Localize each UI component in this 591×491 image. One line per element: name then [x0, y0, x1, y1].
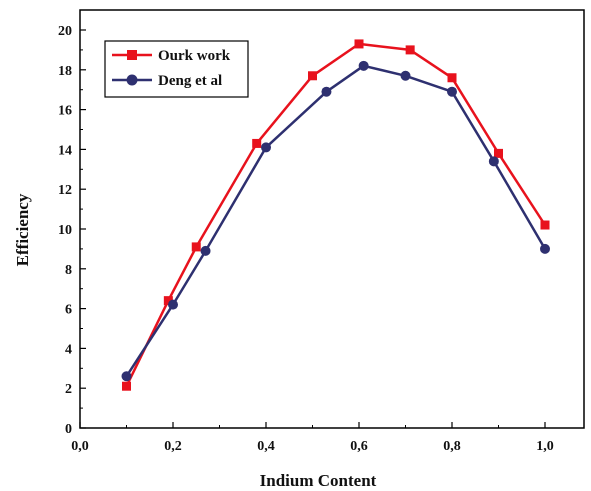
data-point-deng-et-al [540, 243, 550, 254]
data-point-deng-et-al [261, 142, 271, 153]
data-point-ourk-work [447, 73, 457, 83]
data-point-deng-et-al [321, 86, 332, 97]
data-point-deng-et-al [488, 156, 499, 167]
y-axis-ticks: 0 2 4 6 8 10 12 14 16 18 20 [58, 24, 86, 437]
data-point-deng-et-al [121, 371, 132, 382]
y-tick-label: 2 [65, 382, 72, 397]
data-point-deng-et-al [168, 299, 178, 310]
x-axis-ticks: 0,0 0,2 0,4 0,6 0,8 1,0 [71, 422, 554, 454]
data-point-ourk-work [191, 242, 201, 252]
x-tick-label: 1,0 [536, 439, 554, 454]
x-tick-label: 0,0 [71, 439, 89, 454]
y-tick-label: 12 [58, 183, 72, 198]
x-tick-label: 0,2 [164, 439, 182, 454]
y-tick-label: 6 [65, 303, 72, 318]
data-point-ourk-work [494, 148, 503, 158]
data-point-deng-et-al [200, 245, 211, 256]
y-tick-label: 14 [58, 143, 72, 158]
y-axis-title: Efficiency [13, 193, 32, 266]
data-point-ourk-work [252, 138, 262, 148]
series-line-deng-et-al [125, 64, 547, 377]
x-tick-label: 0,4 [257, 439, 275, 454]
y-tick-label: 8 [65, 263, 72, 278]
x-axis-title: Indium Content [260, 471, 377, 490]
x-tick-label: 0,8 [443, 439, 461, 454]
data-point-ourk-work [540, 220, 550, 230]
data-point-ourk-work [163, 296, 173, 306]
x-tick-label: 0,6 [350, 439, 368, 454]
legend-label-ourk-work: Ourk work [158, 48, 231, 64]
data-point-deng-et-al [400, 70, 411, 81]
data-point-deng-et-al [358, 60, 369, 71]
y-tick-label: 0 [65, 422, 72, 437]
legend-marker-square [127, 50, 137, 60]
y-tick-label: 20 [58, 24, 72, 39]
y-tick-label: 18 [58, 64, 72, 79]
legend-marker-circle [126, 74, 138, 86]
legend: Ourk work Deng et al [104, 40, 249, 98]
series-layer [121, 39, 550, 391]
plot-frame [79, 9, 585, 429]
y-tick-label: 16 [58, 104, 72, 119]
y-tick-label: 4 [65, 342, 72, 357]
y-tick-label: 10 [58, 223, 72, 238]
data-point-ourk-work [405, 45, 415, 55]
legend-label-deng-et-al: Deng et al [158, 73, 222, 89]
data-point-deng-et-al [447, 86, 457, 97]
data-point-ourk-work [308, 71, 317, 81]
data-point-ourk-work [122, 381, 131, 391]
data-point-ourk-work [354, 39, 364, 49]
series-line-ourk-work [125, 42, 547, 387]
